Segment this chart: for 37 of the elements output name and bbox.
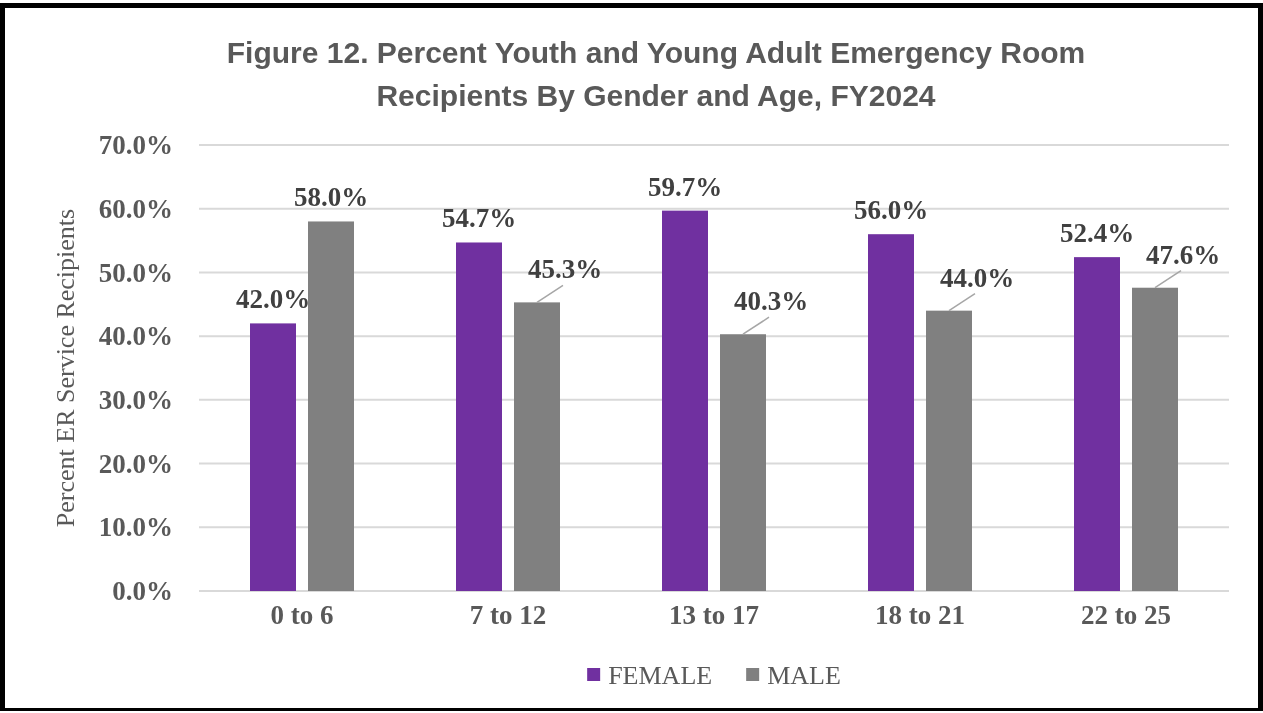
bar bbox=[868, 234, 914, 591]
bar bbox=[514, 302, 560, 591]
y-tick-label: 60.0% bbox=[98, 193, 173, 224]
data-label: 59.7% bbox=[647, 171, 723, 202]
y-tick-label: 30.0% bbox=[98, 385, 173, 415]
bar bbox=[926, 310, 972, 591]
bar bbox=[308, 221, 354, 591]
data-label: 45.3% bbox=[527, 254, 603, 285]
y-tick-label: 70.0% bbox=[98, 130, 173, 161]
data-label: 42.0% bbox=[235, 284, 311, 315]
bar bbox=[1074, 257, 1120, 591]
data-label: 52.4% bbox=[1059, 218, 1135, 249]
y-tick-label: 20.0% bbox=[98, 448, 173, 479]
bar bbox=[720, 334, 766, 591]
y-tick-label: 0.0% bbox=[112, 576, 173, 607]
data-label: 54.7% bbox=[441, 203, 517, 234]
x-tick-label: 0 to 6 bbox=[270, 600, 334, 631]
bar bbox=[1132, 287, 1178, 591]
legend-label: FEMALE bbox=[608, 661, 713, 690]
data-label: 44.0% bbox=[939, 262, 1015, 293]
legend-label: MALE bbox=[767, 661, 841, 690]
x-tick-label: 18 to 21 bbox=[875, 600, 965, 631]
x-tick-label: 7 to 12 bbox=[469, 600, 547, 631]
y-axis-title: Percent ER Service Recipients bbox=[51, 208, 80, 528]
data-label: 58.0% bbox=[293, 182, 369, 213]
data-label: 56.0% bbox=[853, 195, 929, 226]
bar bbox=[662, 210, 708, 591]
chart-title: Figure 12. Percent Youth and Young Adult Emergency Room Recipients By Gender and Age, FY2024 bbox=[226, 36, 1086, 112]
data-label: 47.6% bbox=[1145, 239, 1221, 270]
y-tick-label: 40.0% bbox=[98, 321, 173, 352]
data-label: 40.3% bbox=[733, 286, 809, 317]
y-tick-label: 10.0% bbox=[98, 512, 173, 543]
bar bbox=[456, 242, 502, 591]
x-tick-label: 13 to 17 bbox=[669, 600, 759, 631]
x-tick-label: 22 to 25 bbox=[1081, 600, 1171, 631]
bar bbox=[250, 323, 296, 591]
y-tick-label: 50.0% bbox=[98, 257, 173, 288]
